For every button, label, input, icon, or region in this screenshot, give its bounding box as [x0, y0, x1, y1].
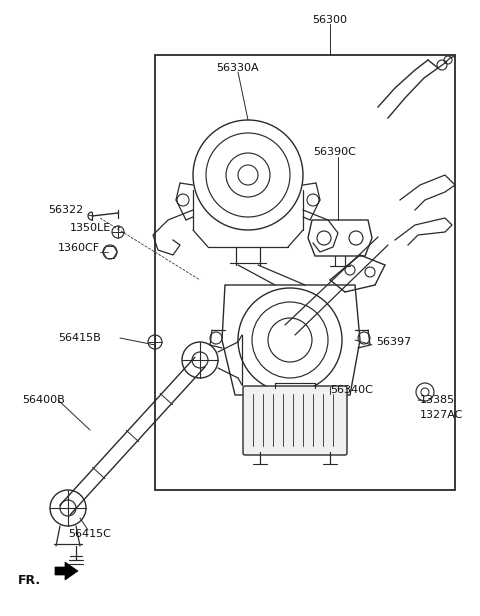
Text: 56300: 56300: [312, 15, 348, 25]
Text: 56415C: 56415C: [68, 529, 111, 539]
Text: FR.: FR.: [18, 573, 41, 586]
Text: 56340C: 56340C: [330, 385, 373, 395]
Text: 56390C: 56390C: [313, 147, 356, 157]
Text: 56400B: 56400B: [22, 395, 65, 405]
Text: 13385: 13385: [420, 395, 455, 405]
Text: 56322: 56322: [48, 205, 83, 215]
Text: 1327AC: 1327AC: [420, 410, 463, 420]
Polygon shape: [55, 562, 78, 580]
Text: 1360CF: 1360CF: [58, 243, 100, 253]
FancyBboxPatch shape: [243, 386, 347, 455]
Text: 56330A: 56330A: [216, 63, 259, 73]
Text: 1350LE: 1350LE: [70, 223, 111, 233]
Text: 56397: 56397: [376, 337, 411, 347]
Text: 56415B: 56415B: [58, 333, 101, 343]
